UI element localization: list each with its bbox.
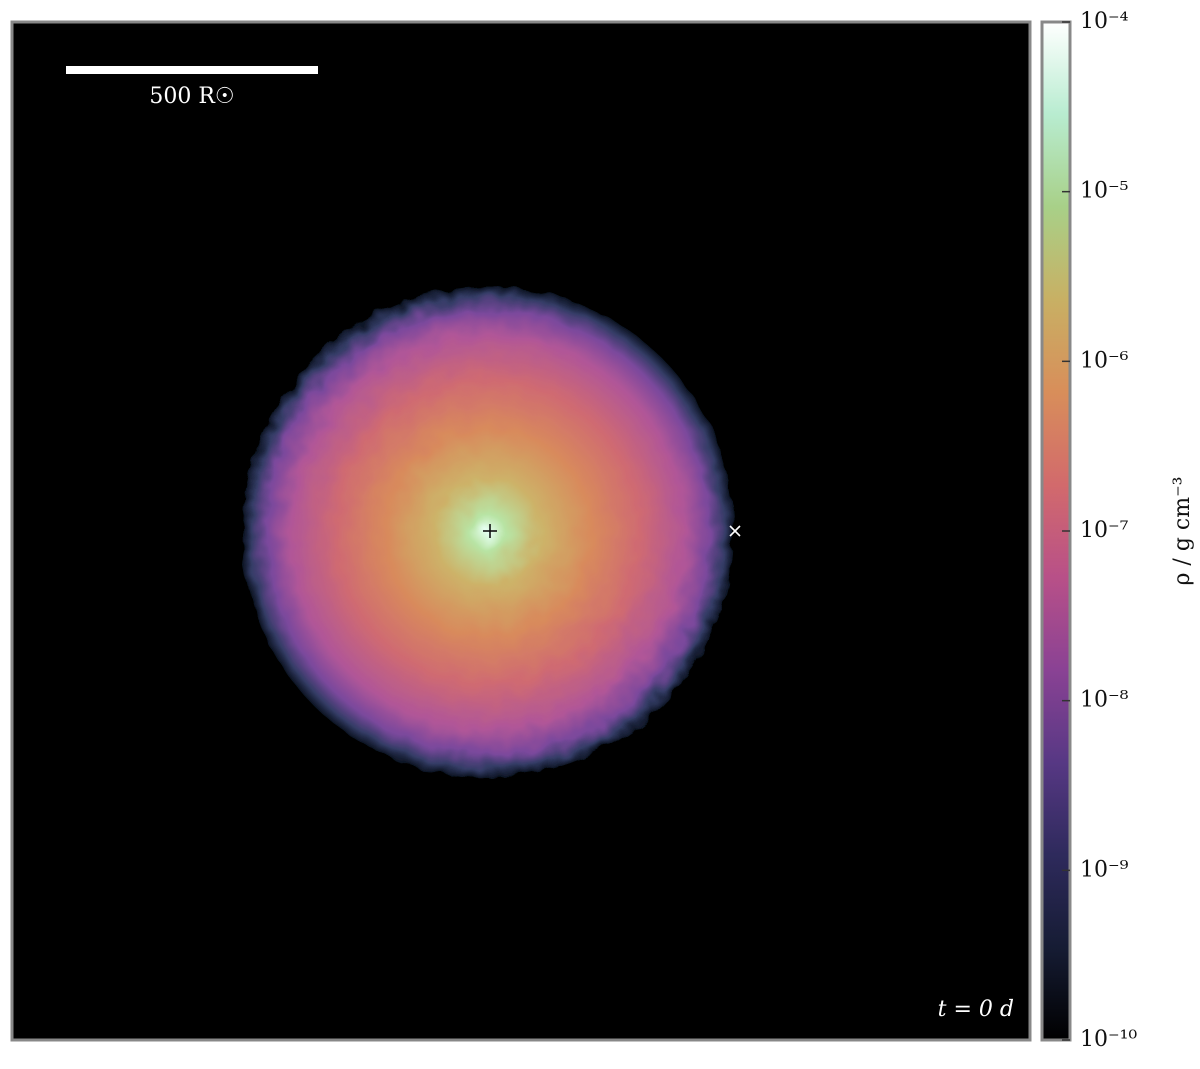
time-label: t = 0 d [938, 997, 1014, 1022]
colorbar-tick-label: 10⁻⁶ [1080, 348, 1129, 373]
companion-marker [729, 525, 741, 537]
colorbar-tick-label: 10⁻¹⁰ [1080, 1027, 1137, 1052]
center-marker [483, 524, 497, 538]
star-density [242, 286, 734, 778]
colorbar-tick-label: 10⁻⁸ [1080, 688, 1129, 713]
colorbar-tick-label: 10⁻⁹ [1080, 857, 1129, 882]
scale-bar-label: 500 R☉ [149, 84, 234, 109]
colorbar-label: ρ / g cm⁻³ [1170, 476, 1195, 585]
scale-bar [66, 66, 318, 74]
colorbar-tick-label: 10⁻⁴ [1080, 9, 1129, 34]
colorbar-tick-label: 10⁻⁷ [1080, 518, 1129, 543]
colorbar-tick-label: 10⁻⁵ [1080, 179, 1128, 204]
